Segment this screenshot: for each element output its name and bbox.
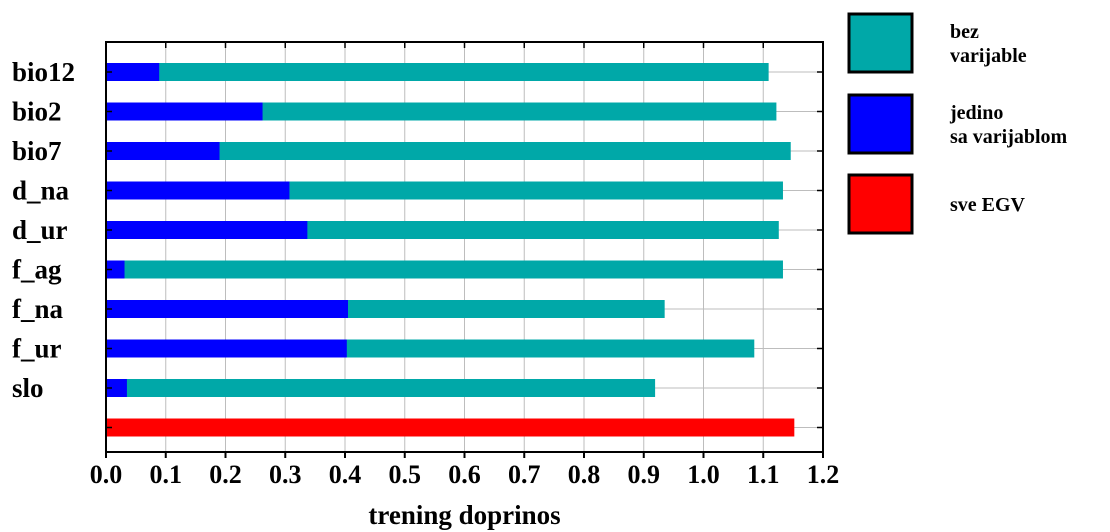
bar xyxy=(106,339,347,358)
x-tick-label: 0.1 xyxy=(150,460,183,489)
x-tick-label: 0.2 xyxy=(209,460,242,489)
x-tick-label: 0.4 xyxy=(329,460,362,489)
bar xyxy=(106,418,795,437)
bar xyxy=(106,260,125,279)
x-tick-label: 0.6 xyxy=(448,460,481,489)
x-tick-label: 1.1 xyxy=(747,460,780,489)
x-tick-label: 0.5 xyxy=(389,460,422,489)
bar xyxy=(106,142,791,160)
bar xyxy=(106,102,777,121)
bar xyxy=(106,300,348,318)
y-category-label: bio12 xyxy=(12,57,75,87)
bar xyxy=(106,181,290,200)
x-tick-label: 0.3 xyxy=(269,460,302,489)
x-tick-label: 0.0 xyxy=(90,460,123,489)
legend-swatch xyxy=(847,12,914,74)
y-category-label: d_ur xyxy=(12,215,68,245)
x-axis-title: trening doprinos xyxy=(368,500,560,530)
bar xyxy=(106,63,769,81)
x-tick-label: 1.2 xyxy=(807,460,840,489)
y-category-label: slo xyxy=(12,373,44,403)
legend-label: sve EGV xyxy=(950,194,1026,216)
bar xyxy=(106,102,263,121)
y-category-label: f_na xyxy=(12,294,64,324)
x-tick-label: 0.7 xyxy=(508,460,541,489)
legend-label: sa varijablom xyxy=(950,126,1068,148)
bar xyxy=(106,379,127,397)
legend-swatch xyxy=(847,173,914,235)
x-tick-label: 0.9 xyxy=(628,460,661,489)
y-category-label: f_ur xyxy=(12,334,62,364)
y-category-label: bio2 xyxy=(12,97,62,127)
y-category-label: d_na xyxy=(12,176,70,206)
x-tick-label: 1.0 xyxy=(687,460,720,489)
x-tick-label: 0.8 xyxy=(568,460,601,489)
legend-label: bez xyxy=(950,21,979,43)
legend-swatch xyxy=(847,93,914,155)
bar xyxy=(106,260,783,279)
x-axis: 0.0 0.1 0.2 0.3 0.4 0.5 0.6 0.7 0.8 0.9 1.0 1.1 1.2 xyxy=(90,42,840,489)
y-category-label: bio7 xyxy=(12,136,62,166)
bar xyxy=(106,142,220,160)
y-category-label: f_ag xyxy=(12,255,62,285)
bar xyxy=(106,221,308,239)
bar xyxy=(106,379,656,397)
legend-label: varijable xyxy=(950,45,1027,67)
legend-label: jedino xyxy=(949,102,1003,124)
bars xyxy=(106,63,795,437)
bar xyxy=(106,63,160,81)
